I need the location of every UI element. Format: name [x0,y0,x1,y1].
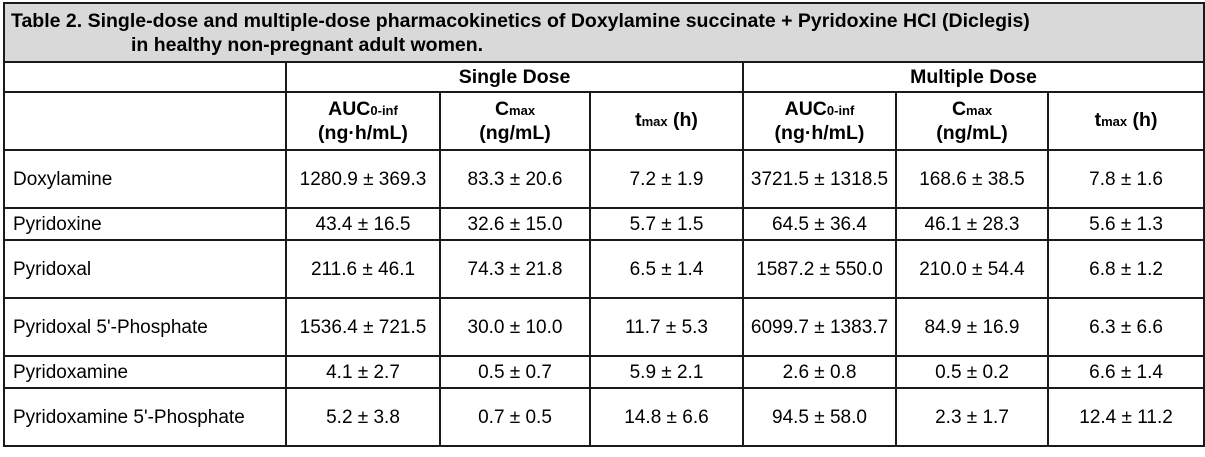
cell-value: 5.7 ± 1.5 [589,207,744,241]
cell-value: 7.8 ± 1.6 [1046,149,1205,209]
cell-value: 14.8 ± 6.6 [589,387,744,447]
cell-value: 5.6 ± 1.3 [1046,207,1205,241]
cell-value: 11.7 ± 5.3 [589,297,744,357]
column-header-cmax-single: Cmax (ng/mL) [439,91,591,151]
table-row: Pyridoxal 5'-Phosphate 1536.4 ± 721.5 30… [3,297,1205,357]
cell-value: 64.5 ± 36.4 [742,207,897,241]
row-label: Pyridoxine [3,207,287,241]
cell-value: 6.3 ± 6.6 [1046,297,1205,357]
column-header-cmax-multiple: Cmax (ng/mL) [895,91,1049,151]
row-label: Pyridoxamine [3,355,287,389]
cell-value: 12.4 ± 11.2 [1046,387,1205,447]
table-row: Pyridoxal 211.6 ± 46.1 74.3 ± 21.8 6.5 ±… [3,239,1205,299]
table-row: Pyridoxamine 4.1 ± 2.7 0.5 ± 0.7 5.9 ± 2… [3,355,1205,389]
cell-value: 6.5 ± 1.4 [589,239,744,299]
column-header-auc-multiple: AUC0-inf (ng·h/mL) [742,91,897,151]
cell-value: 74.3 ± 21.8 [439,239,591,299]
table-caption: Table 2. Single-dose and multiple-dose p… [2,2,1205,63]
pk-table: Table 2. Single-dose and multiple-dose p… [2,2,1205,447]
cell-value: 168.6 ± 38.5 [895,149,1049,209]
cell-value: 0.7 ± 0.5 [439,387,591,447]
table-row: Pyridoxamine 5'-Phosphate 5.2 ± 3.8 0.7 … [3,387,1205,447]
table-row: Pyridoxine 43.4 ± 16.5 32.6 ± 15.0 5.7 ±… [3,207,1205,241]
cell-value: 6.6 ± 1.4 [1046,355,1205,389]
cell-value: 5.9 ± 2.1 [589,355,744,389]
group-header-multiple-dose: Multiple Dose [741,61,1205,93]
cell-value: 6.8 ± 1.2 [1046,239,1205,299]
cell-value: 94.5 ± 58.0 [742,387,897,447]
row-label: Pyridoxal [3,239,287,299]
column-header-tmax-single: tmax (h) [589,91,744,151]
cell-value: 43.4 ± 16.5 [285,207,441,241]
cell-value: 5.2 ± 3.8 [285,387,441,447]
empty-corner-cell [3,61,287,93]
empty-corner-cell [3,91,287,151]
row-label: Pyridoxamine 5'-Phosphate [3,387,287,447]
row-label: Doxylamine [3,149,287,209]
cell-value: 2.6 ± 0.8 [742,355,897,389]
cell-value: 211.6 ± 46.1 [285,239,441,299]
caption-line-1: Table 2. Single-dose and multiple-dose p… [11,9,1030,32]
cell-value: 83.3 ± 20.6 [439,149,591,209]
group-header-single-dose: Single Dose [285,61,744,93]
cell-value: 1536.4 ± 721.5 [285,297,441,357]
cell-value: 1280.9 ± 369.3 [285,149,441,209]
cell-value: 84.9 ± 16.9 [895,297,1049,357]
cell-value: 1587.2 ± 550.0 [742,239,897,299]
pk-table-container: Table 2. Single-dose and multiple-dose p… [2,2,1205,447]
cell-value: 46.1 ± 28.3 [895,207,1049,241]
cell-value: 6099.7 ± 1383.7 [742,297,897,357]
cell-value: 3721.5 ± 1318.5 [742,149,897,209]
cell-value: 2.3 ± 1.7 [895,387,1049,447]
cell-value: 210.0 ± 54.4 [895,239,1049,299]
caption-line-2: in healthy non-pregnant adult women. [131,33,484,56]
row-label: Pyridoxal 5'-Phosphate [3,297,287,357]
column-header-tmax-multiple: tmax (h) [1046,91,1205,151]
cell-value: 4.1 ± 2.7 [285,355,441,389]
cell-value: 0.5 ± 0.7 [439,355,591,389]
column-header-auc-single: AUC0-inf (ng·h/mL) [285,91,441,151]
cell-value: 32.6 ± 15.0 [439,207,591,241]
cell-value: 0.5 ± 0.2 [895,355,1049,389]
cell-value: 7.2 ± 1.9 [589,149,744,209]
table-row: Doxylamine 1280.9 ± 369.3 83.3 ± 20.6 7.… [3,149,1205,209]
cell-value: 30.0 ± 10.0 [439,297,591,357]
group-header-row: Single Dose Multiple Dose [3,61,1205,93]
column-header-row: AUC0-inf (ng·h/mL) Cmax (ng/mL) tmax (h)… [3,91,1205,151]
